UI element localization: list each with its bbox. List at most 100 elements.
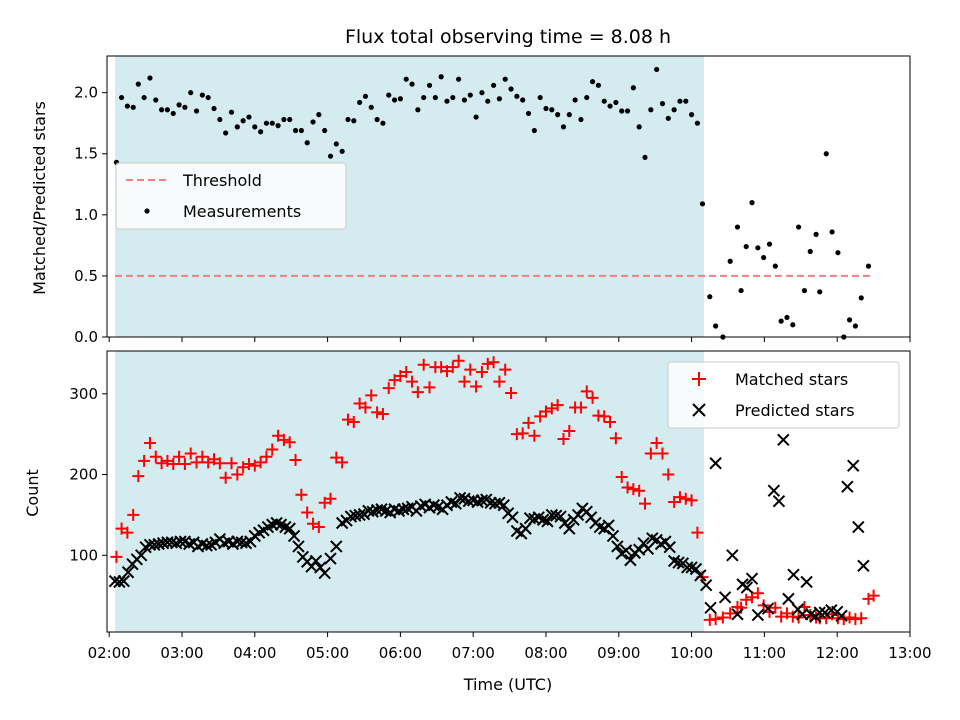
matched-star-point	[155, 457, 168, 470]
ratio-x-ticks	[108, 337, 911, 342]
measurement-point	[677, 98, 683, 104]
measurement-point	[135, 81, 141, 87]
predicted-star-point	[767, 484, 781, 497]
measurement-point	[368, 104, 374, 110]
predicted-star-point	[117, 574, 130, 588]
measurement-point	[713, 323, 719, 329]
predicted-star-point	[852, 520, 865, 534]
matched-star-point	[615, 470, 628, 483]
measurement-point	[727, 258, 733, 264]
predicted-star-point	[777, 433, 790, 447]
measurement-point	[199, 92, 205, 98]
measurement-point	[496, 96, 502, 102]
measurement-point	[170, 110, 176, 117]
matched-star-point	[493, 375, 506, 388]
matched-star-point	[411, 386, 424, 399]
predicted-star-point	[602, 519, 615, 532]
matched-star-point	[301, 506, 314, 519]
counts-axes-frame	[106, 350, 911, 633]
ratio-panel: 0.00.51.01.52.0 Matched/Predicted stars …	[30, 55, 911, 346]
measurement-point	[327, 153, 334, 159]
matched-star-point	[190, 456, 203, 469]
predicted-star-point	[606, 529, 620, 543]
matched-star-point	[184, 447, 197, 460]
predicted-star-point	[672, 556, 685, 569]
measurement-point	[659, 101, 666, 107]
measurement-point	[141, 94, 147, 101]
measurement-point	[560, 124, 567, 130]
measurement-point	[444, 98, 450, 104]
predicted-star-point	[519, 522, 532, 535]
measurement-point	[595, 82, 602, 88]
matched-star-point	[219, 471, 232, 484]
counts-y-ticks: 100 200 300	[69, 385, 107, 564]
matched-star-point	[621, 481, 634, 494]
measurement-point	[351, 118, 357, 124]
measurement-point	[671, 107, 677, 113]
matched-star-point	[382, 382, 395, 395]
predicted-star-point	[506, 511, 519, 524]
measurement-point	[772, 263, 778, 269]
ratio-y-ticks: 0.0 0.5 1.0 1.5 2.0	[74, 84, 107, 346]
ratio-y-tick-label: 1.0	[74, 206, 98, 224]
measurement-point	[688, 112, 695, 118]
matched-star-point	[580, 385, 593, 398]
measurement-point	[473, 114, 479, 120]
predicted-star-point	[283, 522, 296, 535]
measurement-point	[450, 94, 456, 101]
measurement-point	[415, 107, 421, 113]
predicted-star-point	[813, 606, 826, 619]
matched-star-point	[213, 457, 226, 470]
predicted-star-point	[549, 509, 563, 522]
measurement-point	[374, 116, 380, 123]
measurement-point	[287, 116, 293, 123]
ratio-y-tick-label: 0.5	[74, 267, 98, 285]
measurement-point	[403, 76, 409, 82]
counts-legend: Matched stars Predicted stars	[667, 361, 900, 429]
matched-star-point	[365, 389, 378, 402]
legend-measurements-swatch	[144, 208, 150, 214]
matched-star-point	[855, 612, 868, 625]
predicted-star-point	[718, 591, 732, 604]
measurement-point	[707, 294, 713, 300]
predicted-star-point	[800, 575, 813, 589]
measurement-point	[858, 295, 864, 301]
measurement-point	[380, 120, 386, 126]
matched-star-point	[173, 450, 186, 463]
measurement-point	[182, 104, 188, 110]
matched-star-point	[604, 416, 617, 429]
matched-star-point	[341, 413, 354, 426]
matched-star-point	[505, 386, 518, 399]
measurement-point	[801, 287, 808, 294]
predicted-star-point	[847, 459, 860, 472]
matched-star-point	[110, 550, 123, 563]
measurement-point	[118, 94, 125, 101]
measurement-point	[298, 127, 304, 134]
legend-matched-label: Matched stars	[735, 370, 848, 389]
matched-star-point	[740, 593, 753, 606]
measurement-point	[386, 92, 392, 98]
measurement-point	[525, 110, 532, 117]
predicted-star-point	[554, 510, 567, 523]
measurement-point	[648, 107, 654, 113]
measurement-point	[654, 66, 660, 73]
measurement-point	[738, 287, 744, 294]
ratio-y-tick-label: 1.5	[74, 145, 98, 163]
x-tick-label: 10:00	[670, 644, 713, 662]
ratio-axes-frame	[106, 55, 911, 338]
predicted-star-point	[541, 515, 554, 528]
predicted-star-point	[397, 503, 410, 516]
measurement-point	[438, 74, 444, 80]
legend-measurements-label: Measurements	[183, 202, 301, 221]
matched-star-point	[724, 607, 737, 620]
measurement-point	[636, 124, 642, 130]
x-tick-label: 03:00	[160, 644, 203, 662]
measurement-point	[391, 97, 398, 103]
matched-star-point	[417, 358, 430, 371]
matched-star-point	[143, 437, 156, 450]
measurement-point	[316, 112, 322, 118]
measurement-point	[258, 129, 264, 135]
matched-star-point	[639, 497, 652, 510]
matched-star-point	[121, 526, 134, 539]
measurement-point	[683, 98, 689, 104]
